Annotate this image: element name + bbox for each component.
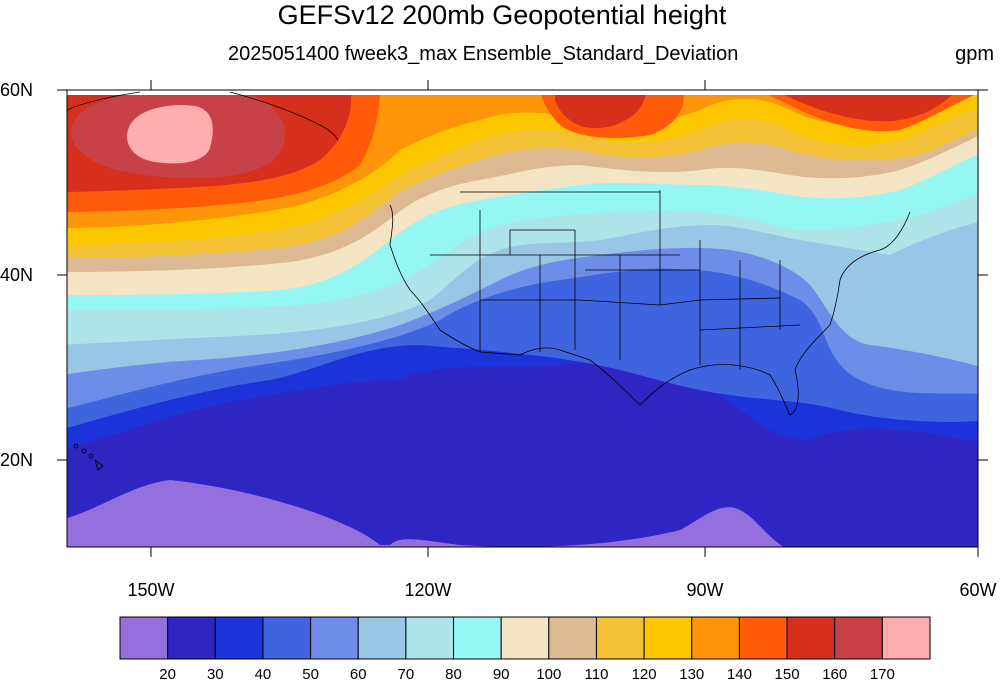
colorbar-tick-label: 80	[445, 666, 462, 683]
map-title: GEFSv12 200mb Geopotential height	[277, 0, 727, 30]
band-above-170	[127, 105, 213, 164]
colorbar-tick-label: 60	[349, 666, 367, 683]
colorbar-swatch	[119, 616, 169, 660]
colorbar-swatch	[881, 616, 931, 660]
top-margin	[67, 90, 978, 95]
lon-label-150w: 150W	[127, 580, 175, 600]
map-subtitle: 2025051400 fweek3_max Ensemble_Standard_…	[228, 43, 739, 65]
hawaii-islands	[73, 443, 104, 471]
colorbar-swatch	[405, 616, 455, 660]
lat-label-40n: 40N	[0, 265, 34, 285]
colorbar-swatch	[500, 616, 550, 660]
colorbar-swatch	[834, 616, 883, 660]
colorbar-tick-label: 120	[631, 666, 657, 683]
coastlines-north	[67, 91, 339, 141]
colorbar-tick-label: 30	[206, 666, 224, 683]
colorbar-swatch	[310, 616, 359, 660]
colorbar-swatch	[786, 616, 836, 660]
colorbar-tick-label: 70	[397, 666, 415, 683]
colorbar-tick-label: 170	[869, 666, 895, 683]
colorbar-swatch	[214, 616, 264, 660]
contour-field	[67, 90, 978, 547]
lon-label-60w: 60W	[959, 580, 997, 600]
colorbar-swatch	[453, 616, 502, 660]
colorbar-tick-label: 100	[536, 666, 562, 683]
political-boundaries	[389, 190, 911, 416]
lon-label-120w: 120W	[404, 580, 452, 600]
colorbar-tick-label: 90	[492, 666, 510, 683]
colorbar-swatch	[167, 616, 216, 660]
colorbar-swatch	[738, 616, 788, 660]
colorbar-swatch	[595, 616, 645, 660]
band-150-160	[67, 90, 957, 192]
lat-label-20n: 20N	[0, 450, 34, 470]
colorbar-tick-label: 20	[159, 666, 176, 683]
colorbar-tick-label: 140	[726, 666, 752, 683]
colorbar-swatch	[357, 616, 407, 660]
colorbar-swatch	[548, 616, 597, 660]
colorbar-tick-label: 110	[584, 666, 609, 683]
colorbar	[119, 616, 931, 660]
colorbar-swatch	[691, 616, 740, 660]
colorbar-tick-label: 130	[679, 666, 705, 683]
lon-label-90w: 90W	[686, 580, 724, 600]
colorbar-swatch	[262, 616, 312, 660]
colorbar-tick-label: 50	[302, 666, 319, 683]
lat-label-60n: 60N	[0, 80, 34, 100]
colorbar-tick-label: 40	[254, 666, 272, 683]
map-frame	[66, 89, 979, 548]
colorbar-tick-label: 150	[774, 666, 800, 683]
colorbar-swatch	[643, 616, 693, 660]
tick-marks	[57, 80, 988, 557]
units-label: gpm	[955, 43, 994, 65]
colorbar-tick-label: 160	[822, 666, 848, 683]
